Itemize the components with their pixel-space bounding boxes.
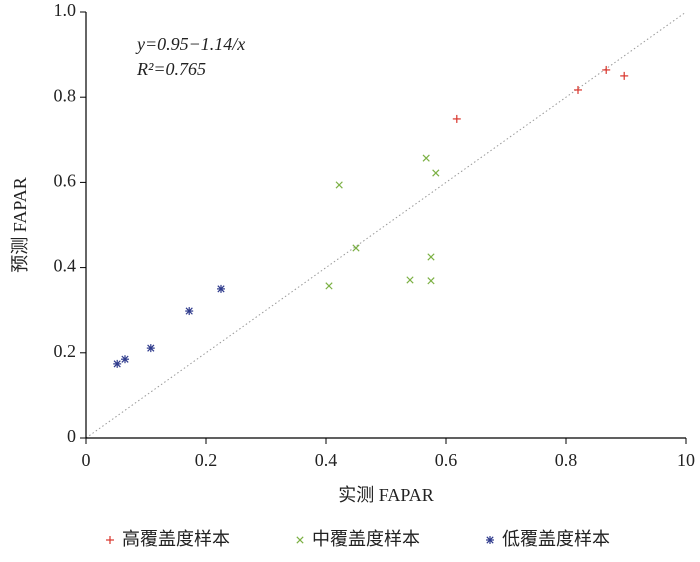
marker-stroke bbox=[185, 307, 193, 315]
x-tick-label: 0.6 bbox=[435, 450, 458, 470]
point bbox=[422, 154, 430, 162]
marker-stroke bbox=[486, 536, 494, 544]
point bbox=[574, 85, 582, 94]
marker-stroke bbox=[147, 344, 155, 352]
x-tick-label: 0.4 bbox=[315, 450, 338, 470]
point bbox=[352, 244, 360, 252]
point bbox=[185, 307, 194, 316]
x-tick-label: 0.8 bbox=[555, 450, 578, 470]
legend-label: 低覆盖度样本 bbox=[502, 529, 610, 549]
marker-stroke bbox=[427, 253, 435, 261]
marker-stroke bbox=[335, 181, 343, 189]
y-tick-label: 0.8 bbox=[54, 85, 77, 105]
marker-stroke bbox=[432, 169, 440, 177]
legend-marker bbox=[296, 536, 304, 544]
y-tick-label: 1.0 bbox=[54, 0, 77, 20]
legend-label: 高覆盖度样本 bbox=[122, 529, 230, 549]
marker-stroke bbox=[113, 360, 121, 368]
reference-line bbox=[85, 11, 687, 439]
y-axis-label: 预测 FAPAR bbox=[10, 177, 30, 273]
legend-marker bbox=[106, 536, 114, 544]
y-tick-label: 0.4 bbox=[54, 256, 77, 276]
point bbox=[217, 284, 225, 293]
point bbox=[452, 114, 461, 123]
r-squared: R²=0.765 bbox=[136, 59, 206, 79]
marker-stroke bbox=[325, 282, 333, 290]
y-tick-label: 0 bbox=[67, 426, 76, 446]
point bbox=[335, 181, 343, 189]
marker-stroke bbox=[217, 285, 225, 293]
marker-stroke bbox=[352, 244, 360, 252]
x-tick-label: 0 bbox=[82, 450, 91, 470]
point bbox=[620, 71, 629, 80]
legend-marker bbox=[486, 536, 494, 544]
marker-stroke bbox=[296, 536, 304, 544]
point bbox=[427, 277, 435, 285]
x-tick-label: 10 bbox=[677, 450, 695, 470]
x-axis-label: 实测 FAPAR bbox=[338, 485, 434, 505]
marker-stroke bbox=[406, 276, 414, 284]
point bbox=[325, 282, 333, 290]
y-tick-label: 0.2 bbox=[54, 341, 77, 361]
marker-stroke bbox=[427, 277, 435, 285]
marker-stroke bbox=[121, 355, 129, 363]
equation: y=0.95−1.14/x bbox=[135, 34, 245, 54]
point bbox=[427, 253, 435, 261]
legend-label: 中覆盖度样本 bbox=[312, 529, 420, 549]
point bbox=[121, 355, 129, 364]
marker-stroke bbox=[422, 154, 430, 162]
point bbox=[602, 65, 611, 74]
point bbox=[432, 169, 440, 177]
x-tick-label: 0.2 bbox=[195, 450, 218, 470]
point bbox=[113, 359, 122, 368]
point bbox=[406, 276, 414, 284]
y-tick-label: 0.6 bbox=[54, 171, 77, 191]
point bbox=[146, 344, 155, 353]
